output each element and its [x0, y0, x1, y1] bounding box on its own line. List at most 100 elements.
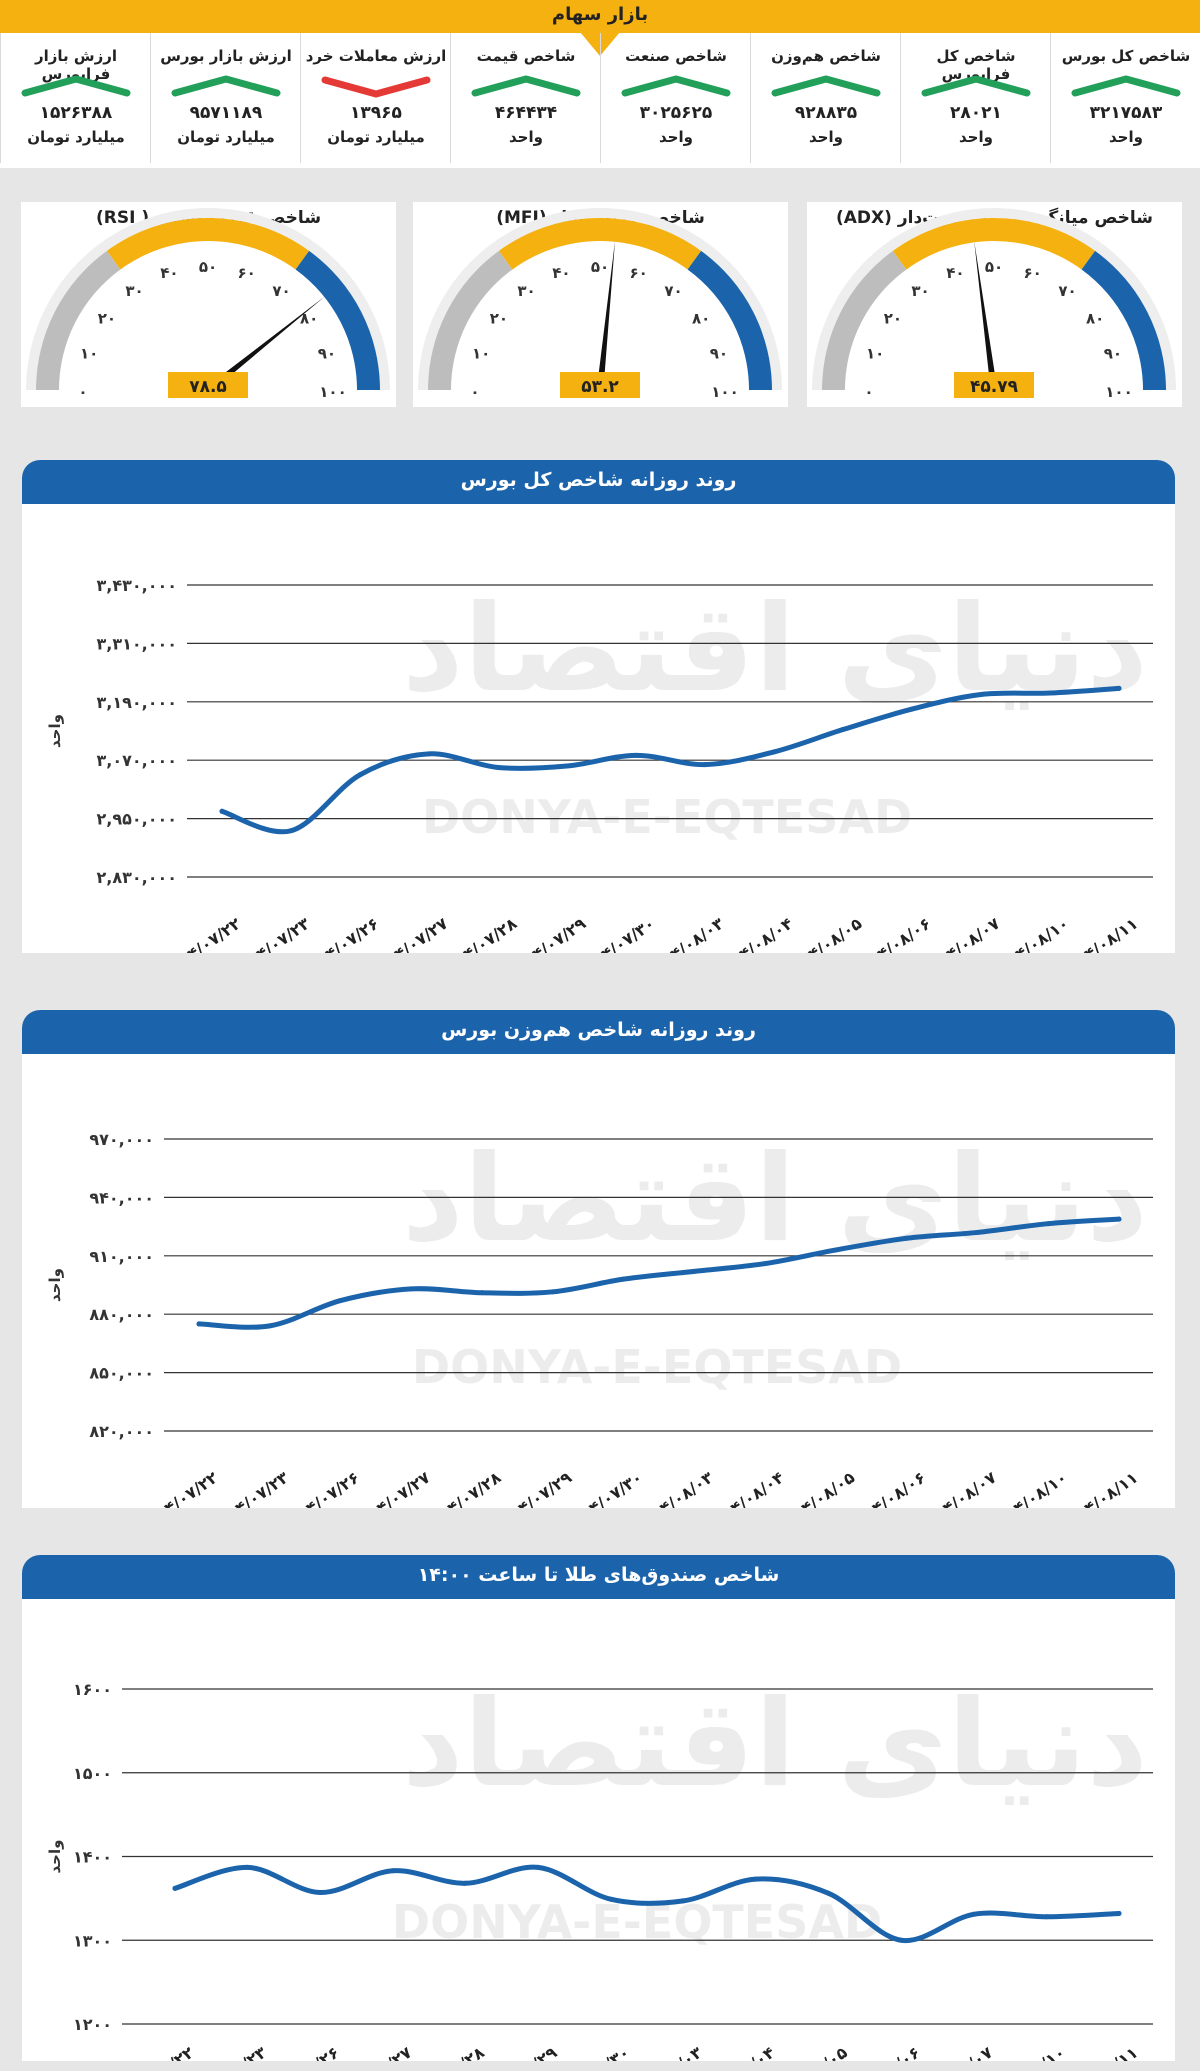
x-tick-label: ۱۴۰۴/۰۸/۱۰	[988, 914, 1072, 953]
data-point	[1116, 1216, 1122, 1222]
y-tick-label: ۱۴۰۰	[73, 1848, 112, 1867]
gauge-tick-label: ۹۰	[318, 344, 336, 362]
gauge-needle	[217, 296, 326, 383]
ticker-value: ۹۲۸۸۳۵	[794, 103, 858, 123]
y-tick-label: ۲,۹۵۰,۰۰۰	[96, 810, 177, 829]
data-point	[691, 1268, 697, 1274]
data-point	[535, 1864, 541, 1870]
ticker-value: ۳۲۱۷۵۸۳	[1089, 103, 1163, 123]
ticker-item: ارزش بازار فرابورس ۱۵۲۶۳۸۸ میلیارد تومان	[0, 33, 151, 163]
x-tick-label: ۱۴۰۴/۰۷/۲۲	[137, 1468, 222, 1508]
gauge-tick-label: ۴۰	[552, 264, 570, 282]
y-tick-label: ۹۱۰,۰۰۰	[89, 1247, 154, 1266]
x-tick-label: ۱۴۰۴/۰۸/۰۳	[643, 914, 728, 953]
x-tick-label: ۱۴۰۴/۰۷/۲۶	[278, 1468, 362, 1508]
gauge-tick-label: ۷۰	[1058, 282, 1076, 300]
chart-header: روند روزانه شاخص هم‌وزن بورس	[22, 1010, 1175, 1054]
gauge-tick-label: ۶۰	[237, 264, 255, 282]
data-point	[633, 752, 639, 758]
gauge-tick-label: ۱۰۰	[319, 383, 346, 401]
x-tick-label: ۱۴۰۴/۰۸/۰۶	[845, 1468, 929, 1508]
chart-title: روند روزانه شاخص هم‌وزن بورس	[441, 1019, 756, 1041]
chart-panel-equal-weight-index: روند روزانه شاخص هم‌وزن بورس دنیای اقتصا…	[0, 980, 1200, 1528]
gauge-tick-label: ۶۰	[1023, 264, 1041, 282]
data-point	[479, 1290, 485, 1296]
x-tick-label: ۱۴۰۴/۰۷/۲۹	[476, 2043, 561, 2061]
ticker-value: ۹۵۷۱۱۸۹	[189, 103, 263, 123]
x-tick-label: ۱۴۰۴/۰۷/۳۰	[574, 914, 658, 953]
x-tick-label: ۱۴۰۴/۰۸/۰۵	[766, 2043, 851, 2061]
gauge-tick-label: ۸۰	[300, 310, 318, 328]
data-point	[338, 1298, 344, 1304]
x-tick-label: ۱۴۰۴/۰۷/۲۸	[420, 1468, 505, 1508]
data-point	[978, 692, 984, 697]
watermark-persian: دنیای اقتصاد	[402, 1130, 1149, 1269]
gauge-tick-label: ۰	[864, 383, 873, 401]
ticker-label: شاخص قیمت	[476, 47, 576, 65]
data-point	[462, 1880, 468, 1886]
line-chart-svg: ۲,۸۳۰,۰۰۰ ۲,۹۵۰,۰۰۰ ۳,۰۷۰,۰۰۰ ۳,۱۹۰,۰۰۰ ۳,۳۱…	[46, 576, 1153, 953]
gauge-tick-label: ۱۰	[472, 344, 490, 362]
gauge-tick-label: ۵۰	[591, 258, 609, 276]
line-chart-svg: ۱۲۰۰۱۳۰۰۱۴۰۰۱۵۰۰۱۶۰۰واحد۱۴۰۴/۰۷/۲۲۱۴۰۴/۰…	[46, 1680, 1153, 2061]
ticker-item: شاخص کل بورس ۳۲۱۷۵۸۳ واحد	[1050, 33, 1200, 163]
data-point	[702, 762, 708, 768]
y-tick-label: ۸۵۰,۰۰۰	[89, 1364, 154, 1383]
x-tick-label: ۱۴۰۴/۰۸/۰۷	[919, 914, 1004, 953]
ticker-value: ۳۰۲۵۶۲۵	[639, 103, 713, 123]
gauge-tick-label: ۳۰	[517, 282, 535, 300]
y-tick-label: ۳,۱۹۰,۰۰۰	[96, 693, 177, 712]
x-tick-label: ۱۴۰۴/۰۸/۰۶	[850, 914, 934, 953]
ticker-value: ۲۸۰۲۱	[950, 103, 1002, 123]
y-tick-label: ۸۸۰,۰۰۰	[89, 1305, 154, 1324]
data-point	[833, 1247, 839, 1253]
gauge-tick-label: ۶۰	[629, 264, 647, 282]
data-point	[680, 1898, 686, 1904]
ticker-item: شاخص صنعت ۳۰۲۵۶۲۵ واحد	[600, 33, 751, 163]
ticker-item: ارزش معاملات خرد ۱۳۹۶۵ میلیارد تومان	[300, 33, 451, 163]
chart-title: شاخص صندوق‌های طلا تا ساعت ۱۴:۰۰	[417, 1564, 780, 1586]
gauge-tick-label: ۹۰	[710, 344, 728, 362]
gauge-tick-label: ۴۰	[946, 264, 964, 282]
ticker-label: شاخص صنعت	[625, 47, 727, 65]
ticker-unit: واحد	[1109, 128, 1143, 146]
trend-up-icon	[921, 75, 1031, 97]
gauge-tick-label: ۰	[78, 383, 87, 401]
x-tick-label: ۱۴۰۴/۰۸/۰۴	[712, 914, 797, 953]
x-tick-label: ۱۴۰۴/۰۷/۲۸	[436, 914, 521, 953]
section-divider	[0, 420, 1200, 440]
ticker-value: ۱۵۲۶۳۸۸	[39, 103, 113, 123]
x-tick-label: ۱۴۰۴/۰۸/۰۴	[703, 1468, 788, 1508]
ticker-row: شاخص کل بورس ۳۲۱۷۵۸۳ واحد شاخص کل فرابورس ۲۸…	[0, 33, 1200, 168]
ticker-label: شاخص کل فرابورس	[936, 47, 1016, 83]
x-tick-label: ۱۴۰۴/۰۷/۲۲	[113, 2043, 198, 2061]
y-tick-label: ۱۶۰۰	[73, 1680, 112, 1699]
chart-card: روند روزانه شاخص کل بورس دنیای اقتصاد DO…	[22, 460, 1175, 953]
gauge-value: ۷۸.۵	[189, 377, 227, 397]
x-tick-label: ۱۴۰۴/۰۸/۰۳	[632, 1468, 717, 1508]
chart-panel-gold-funds-index: شاخص صندوق‌های طلا تا ساعت ۱۴:۰۰ دنیای ا…	[0, 1528, 1200, 2071]
x-tick-label: ۱۴۰۴/۰۷/۲۷	[331, 2043, 416, 2061]
gauge-needle	[598, 240, 616, 376]
gauge-needle	[974, 241, 995, 376]
gauge-value: ۵۳.۲	[581, 377, 619, 397]
data-point	[1116, 685, 1122, 691]
ticker-item: شاخص هم‌وزن ۹۲۸۸۳۵ واحد	[750, 33, 901, 163]
trend-up-icon	[171, 75, 281, 97]
gauge-tick-label: ۲۰	[490, 310, 508, 328]
x-tick-label: ۱۴۰۴/۰۸/۱۱	[1057, 1468, 1141, 1508]
data-point	[1116, 1910, 1122, 1916]
ticker-label: ارزش بازار بورس	[160, 47, 292, 65]
data-point	[408, 1286, 414, 1292]
ticker-unit: واحد	[809, 128, 843, 146]
x-tick-label: ۱۴۰۴/۰۸/۰۵	[774, 1468, 859, 1508]
gauge-tick-label: ۲۰	[98, 310, 116, 328]
data-point	[245, 1864, 251, 1870]
data-point	[974, 1229, 980, 1235]
data-point	[390, 1868, 396, 1874]
ticker-label: شاخص هم‌وزن	[771, 47, 881, 65]
data-point	[904, 1235, 910, 1241]
series-line	[172, 1864, 1122, 1943]
trend-up-icon	[21, 75, 131, 97]
